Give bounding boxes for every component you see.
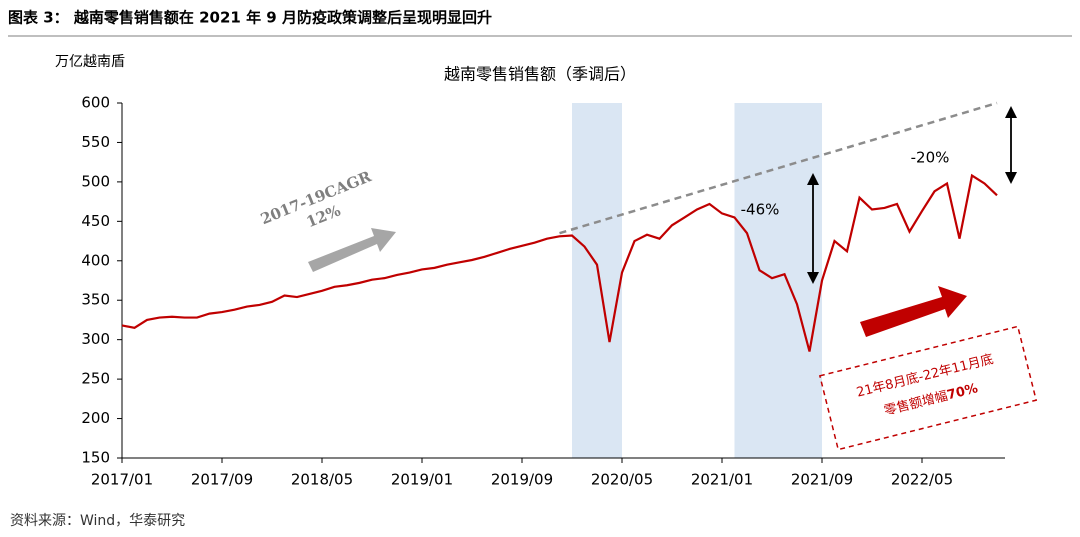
- arrow-head: [807, 272, 819, 284]
- x-tick-label: 2020/05: [591, 471, 653, 489]
- y-tick-label: 550: [81, 133, 110, 151]
- y-tick-label: 600: [81, 94, 110, 112]
- arrow-head: [1005, 172, 1017, 184]
- y-tick-label: 400: [81, 251, 110, 269]
- annotation: -20%: [911, 149, 950, 167]
- y-axis-label: 万亿越南盾: [55, 54, 125, 70]
- red-arrow: [860, 286, 967, 337]
- x-tick-label: 2019/09: [491, 471, 553, 489]
- y-tick-label: 150: [81, 449, 110, 467]
- x-tick-label: 2022/05: [891, 471, 953, 489]
- shaded-period: [572, 103, 622, 458]
- x-tick-label: 2021/09: [791, 471, 853, 489]
- arrow-head: [1005, 106, 1017, 118]
- y-tick-label: 250: [81, 370, 110, 388]
- y-tick-label: 500: [81, 172, 110, 190]
- shaded-period: [734, 103, 822, 458]
- x-tick-label: 2017/01: [91, 471, 153, 489]
- x-tick-label: 2018/05: [291, 471, 353, 489]
- x-tick-label: 2017/09: [191, 471, 253, 489]
- y-tick-label: 350: [81, 291, 110, 309]
- y-tick-label: 450: [81, 212, 110, 230]
- data-line: [121, 173, 998, 352]
- y-tick-label: 200: [81, 409, 110, 427]
- annotation-part: 70%: [946, 381, 980, 403]
- annotation: -46%: [741, 201, 780, 219]
- trend-line: [559, 101, 998, 235]
- x-tick-label: 2021/01: [691, 471, 753, 489]
- dashed-box: [818, 325, 1038, 451]
- y-tick-label: 300: [81, 330, 110, 348]
- arrow-head: [807, 173, 819, 185]
- x-tick-label: 2019/01: [391, 471, 453, 489]
- chart-title: 越南零售销售额（季调后）: [444, 65, 636, 84]
- source: 资料来源：Wind，华泰研究: [10, 513, 185, 529]
- gray-arrow: [308, 228, 396, 272]
- page-title: 图表 3： 越南零售销售额在 2021 年 9 月防疫政策调整后呈现明显回升: [8, 9, 492, 27]
